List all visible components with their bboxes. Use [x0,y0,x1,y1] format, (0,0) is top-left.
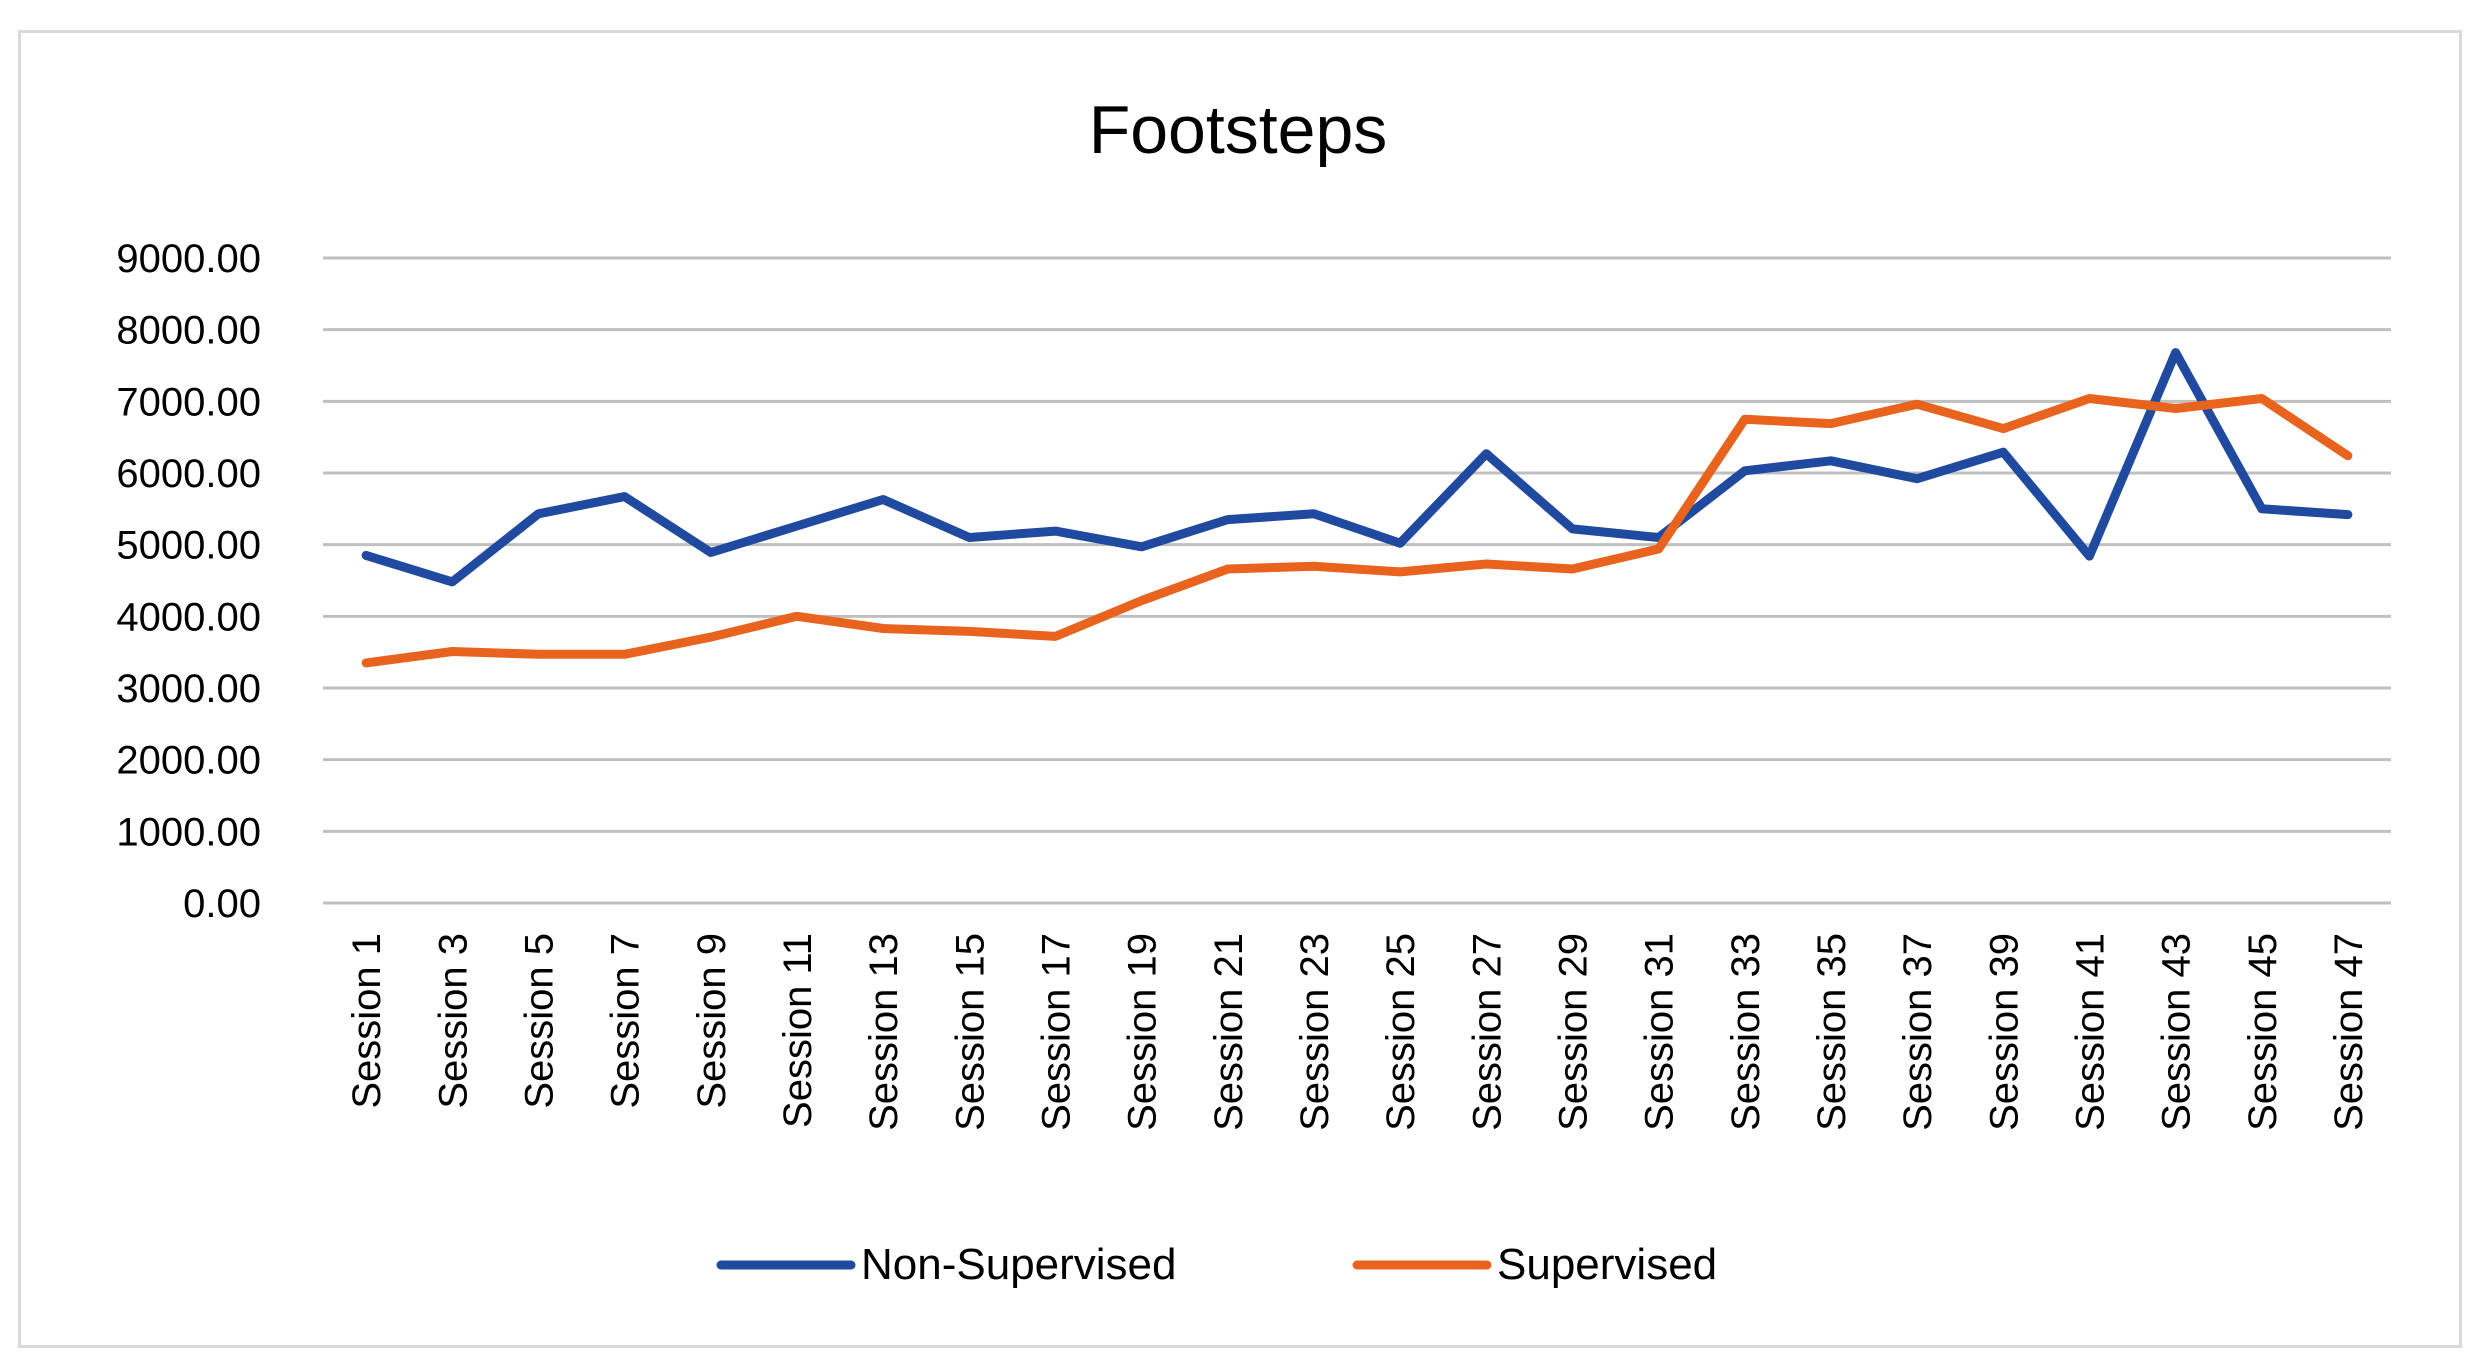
x-tick-label: Session 5 [517,933,561,1109]
x-tick-label: Session 47 [2327,933,2371,1131]
y-tick-label: 8000.00 [116,309,261,353]
x-axis-tick-labels: Session 1 Session 3 Session 5 Session 7 Sess… [345,933,2371,1131]
chart-frame: Footsteps 0.00 1000.00 2000.00 3000.00 4000.… [18,30,2462,1348]
x-tick-label: Session 17 [1034,933,1078,1131]
chart-title: Footsteps [1089,92,1388,168]
y-tick-label: 0.00 [183,882,261,926]
x-tick-label: Session 7 [604,933,648,1109]
legend-label: Non-Supervised [861,1240,1177,1289]
x-tick-label: Session 27 [1465,933,1509,1131]
x-tick-label: Session 1 [345,933,389,1109]
x-tick-label: Session 9 [690,933,734,1109]
y-tick-label: 6000.00 [116,452,261,496]
y-tick-label: 9000.00 [116,237,261,281]
legend-label: Supervised [1497,1240,1717,1289]
legend: Non-Supervised Supervised [716,1240,1717,1289]
gridlines [323,256,2391,905]
x-tick-label: Session 19 [1121,933,1165,1131]
x-tick-label: Session 25 [1379,933,1423,1131]
x-tick-label: Session 21 [1207,933,1251,1131]
x-tick-label: Session 45 [2241,933,2285,1131]
x-tick-label: Session 3 [431,933,475,1109]
x-tick-label: Session 39 [1982,933,2026,1131]
series-lines [361,348,2353,668]
y-tick-label: 2000.00 [116,739,261,783]
x-tick-label: Session 15 [948,933,992,1131]
series-line-supervised [361,394,2353,668]
y-tick-label: 7000.00 [116,380,261,424]
x-tick-label: Session 33 [1724,933,1768,1131]
x-tick-label: Session 13 [862,933,906,1131]
series-line-non-supervised [361,348,2353,587]
x-tick-label: Session 37 [1896,933,1940,1131]
x-tick-label: Session 35 [1810,933,1854,1131]
x-tick-label: Session 29 [1551,933,1595,1131]
x-tick-label: Session 43 [2155,933,2199,1131]
y-tick-label: 5000.00 [116,524,261,568]
x-tick-label: Session 41 [2068,933,2112,1131]
x-tick-label: Session 31 [1638,933,1682,1131]
line-chart: Footsteps 0.00 1000.00 2000.00 3000.00 4000.… [116,92,2391,1289]
x-tick-label: Session 23 [1293,933,1337,1131]
y-tick-label: 1000.00 [116,810,261,854]
y-tick-label: 3000.00 [116,667,261,711]
y-axis-tick-labels: 0.00 1000.00 2000.00 3000.00 4000.00 5000.00 6… [116,237,261,926]
x-tick-label: Session 11 [776,933,820,1128]
y-tick-label: 4000.00 [116,595,261,639]
